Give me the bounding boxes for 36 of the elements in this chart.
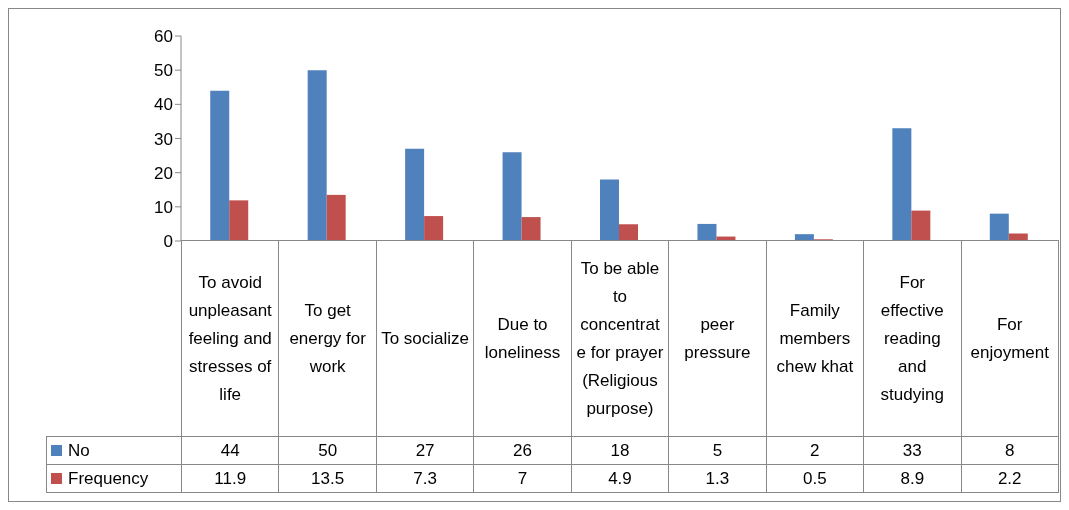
data-label: 44	[181, 436, 279, 465]
y-tick-label: 20	[154, 163, 173, 183]
data-label: 26	[473, 436, 572, 465]
x-tick-label: For effective reading and studying	[863, 240, 961, 437]
y-tick-label: 60	[154, 27, 173, 47]
data-label: 1.3	[668, 464, 767, 493]
y-tick-label: 50	[154, 61, 173, 81]
y-tick-label: 0	[163, 232, 173, 252]
data-label: 5	[668, 436, 767, 465]
x-tick-label: To avoid unpleasant feeling and stresses of life	[181, 240, 279, 437]
data-label: 11.9	[181, 464, 279, 493]
data-label: 2.2	[961, 464, 1059, 493]
y-tick-label: 30	[154, 129, 173, 149]
data-label: 50	[278, 436, 377, 465]
legend-label: Frequency	[46, 464, 182, 493]
data-label: 2	[766, 436, 864, 465]
data-label: 7	[473, 464, 572, 493]
x-tick-label: peer pressure	[668, 240, 767, 437]
x-tick-label: To get energy for work	[278, 240, 377, 437]
data-label: 8.9	[863, 464, 961, 493]
data-label: 13.5	[278, 464, 377, 493]
x-tick-label: To socialize	[376, 240, 474, 437]
data-label: 27	[376, 436, 474, 465]
x-tick-label: To be able to concentrate for prayer (Religious purpose)	[571, 240, 669, 437]
data-label: 33	[863, 436, 961, 465]
x-tick-label: Due to loneliness	[473, 240, 572, 437]
data-label: 4.9	[571, 464, 669, 493]
data-label: 8	[961, 436, 1059, 465]
data-label: 0.5	[766, 464, 864, 493]
data-label: 18	[571, 436, 669, 465]
data-label: 7.3	[376, 464, 474, 493]
x-tick-label: Family members chew khat	[766, 240, 864, 437]
x-tick-label: For enjoyment	[961, 240, 1059, 437]
y-tick-label: 10	[154, 197, 173, 217]
legend-label: No	[46, 436, 182, 465]
y-tick-label: 40	[154, 95, 173, 115]
